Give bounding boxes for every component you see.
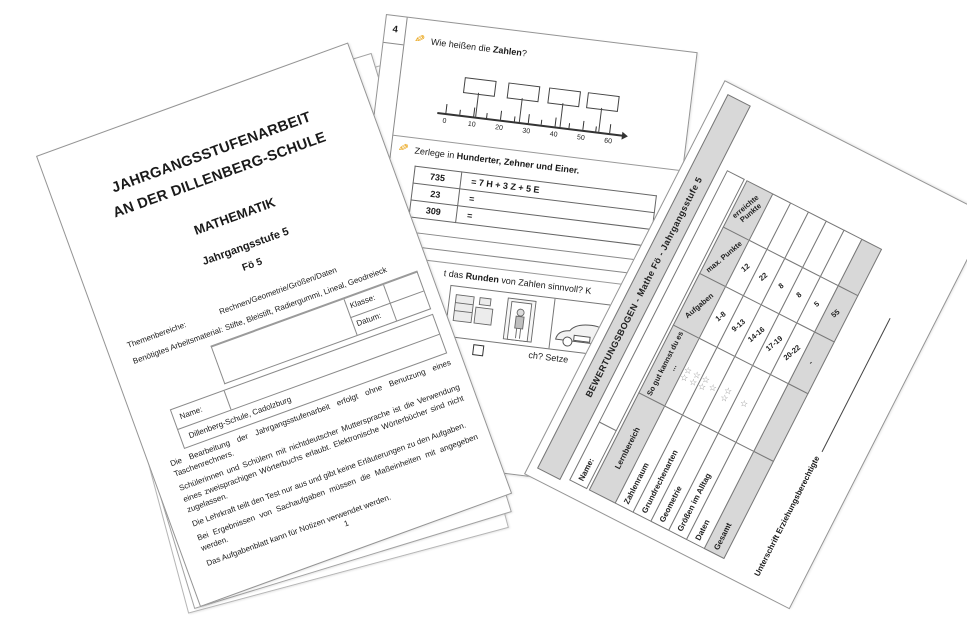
math-worksheet-page: 4 ✎ Wie heißen die Zahlen? 0 10 20 30 40… [332, 14, 698, 491]
tick-label: 0 [441, 117, 447, 126]
name-label: Name: [178, 404, 204, 422]
task1-suffix: ? [521, 47, 528, 59]
checkbox [472, 344, 485, 357]
task2-text: Zerlege in [413, 145, 458, 161]
answer-box [462, 77, 497, 97]
tick-label: 20 [494, 124, 504, 133]
task-question-numbers: Wie heißen die Zahlen? [430, 37, 527, 59]
pencil-icon: ✎ [394, 140, 412, 154]
clipart-box [444, 284, 614, 357]
tick-label: 30 [521, 127, 531, 136]
number-line-arrow [621, 131, 629, 141]
worksheet-page-number: 4 [383, 15, 407, 46]
task1-text: Wie heißen die [430, 36, 494, 55]
page-title: JAHRGANGSSTUFENARBEIT [109, 109, 314, 197]
tick-label: 10 [467, 120, 476, 129]
tick-label: 50 [576, 134, 586, 143]
tick-label: 40 [549, 130, 558, 139]
class-label: Klasse: [348, 292, 377, 311]
clipart-sketches [452, 294, 614, 351]
task1-bold: Zahlen [492, 44, 523, 58]
decompose-table: 735 = 7 H + 3 Z + 5 E 23 = 309 = [408, 166, 657, 247]
answer-box [547, 87, 582, 108]
answer-box [586, 92, 620, 112]
tick-label: 60 [603, 137, 613, 146]
pencil-icon: ✎ [411, 31, 428, 46]
task3-text: t das [443, 268, 467, 281]
box-divider [223, 390, 232, 410]
task3-bold: Runden [465, 270, 500, 285]
answer-box [506, 82, 541, 103]
